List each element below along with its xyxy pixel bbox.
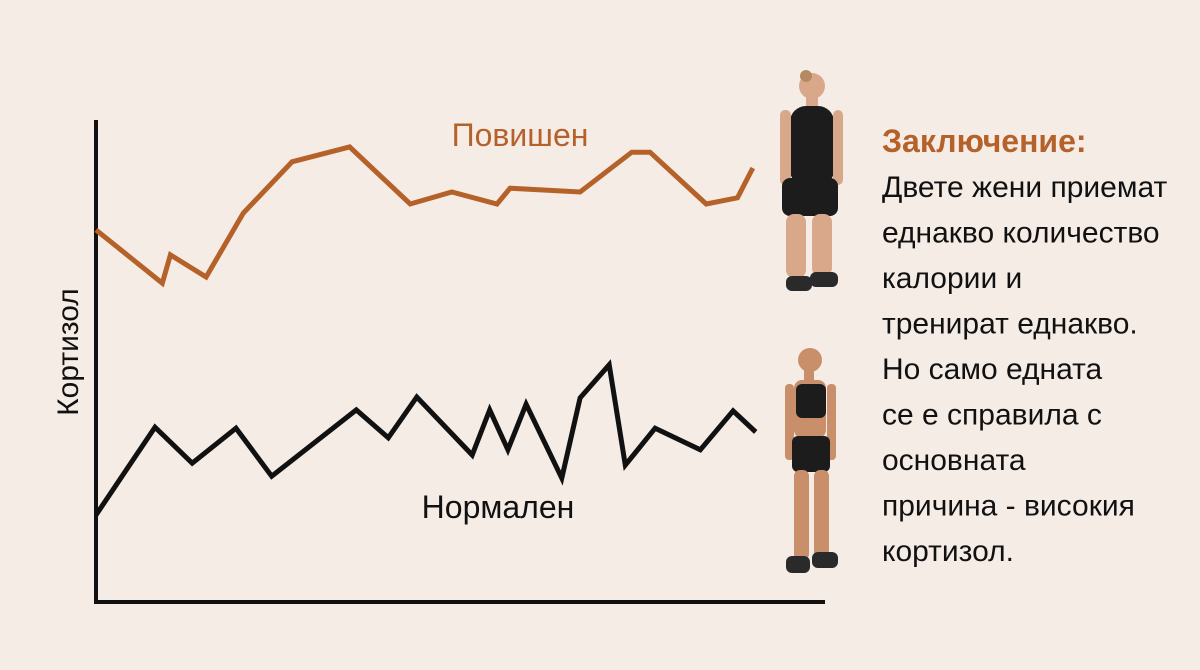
series-label: Нормален — [422, 489, 575, 525]
series-label: Повишен — [452, 117, 589, 153]
conclusion-line: основната — [882, 444, 1026, 477]
conclusion-line: еднакво количество — [882, 217, 1160, 250]
conclusion-title: Заключение: — [882, 123, 1087, 159]
figure-woman-2 — [785, 348, 838, 573]
conclusion-line: кортизол. — [882, 535, 1014, 568]
conclusion-line: Двете жени приемат — [882, 171, 1167, 204]
conclusion-line: калории и — [882, 262, 1022, 295]
conclusion-line: Но само едната — [882, 353, 1103, 386]
conclusion-line: се е справила с — [882, 399, 1102, 432]
series-line — [93, 359, 758, 517]
series-line — [94, 144, 756, 288]
conclusion-line: тренират еднакво. — [882, 308, 1138, 341]
conclusion-line: причина - високия — [882, 490, 1135, 523]
y-axis-label: Кортизол — [52, 288, 85, 416]
conclusion-text: Двете жени приемат еднакво количество кало… — [882, 171, 1167, 568]
figure-woman-1 — [780, 70, 843, 291]
